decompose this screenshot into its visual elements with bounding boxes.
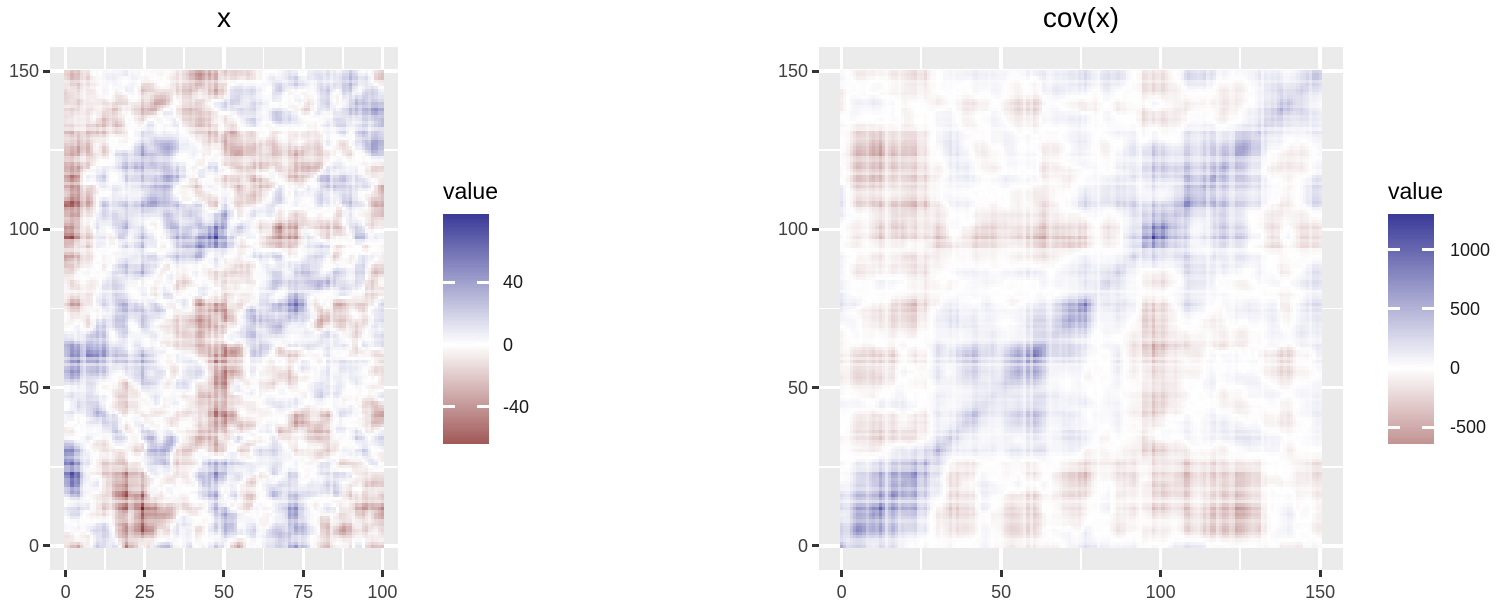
x-axis-tick-label: 50	[991, 582, 1012, 602]
heatmap-raster	[840, 69, 1322, 548]
legend-bar-tick	[1422, 248, 1434, 252]
x-axis-tick	[1318, 570, 1322, 577]
y-axis-tick-label: 0	[797, 535, 808, 556]
heatmap-raster	[64, 69, 384, 548]
x-axis-tick	[840, 570, 844, 577]
x-axis-tick	[999, 570, 1003, 577]
legend-gradient-bar	[1388, 214, 1434, 444]
legend-bar-tick	[1422, 425, 1434, 429]
legend-title: value	[443, 178, 498, 204]
legend-bar-tick	[1422, 366, 1434, 370]
y-axis-tick	[812, 227, 819, 231]
y-axis-tick-label: 150	[8, 61, 39, 82]
legend-bar-tick	[1388, 366, 1400, 370]
legend-bar-tick	[1388, 425, 1400, 429]
x-axis-tick-label: 25	[134, 582, 155, 602]
x-axis-tick-label: 150	[1305, 582, 1336, 602]
x-axis-tick-label: 0	[60, 582, 71, 602]
y-axis-tick-label: 50	[18, 377, 39, 398]
x-axis-tick	[1159, 570, 1163, 577]
legend-bar-tick	[443, 405, 455, 409]
y-axis-tick	[812, 544, 819, 548]
legend-bar-tick	[1388, 307, 1400, 311]
legend-tick-label: 0	[503, 334, 514, 355]
x-axis-tick-label: 100	[1145, 582, 1176, 602]
legend-bar-tick	[477, 405, 489, 409]
x-axis-tick	[222, 570, 226, 577]
legend-tick-label: 0	[1450, 358, 1461, 378]
legend-bar-tick	[1388, 248, 1400, 252]
x-axis-tick	[143, 570, 147, 577]
y-axis-tick	[43, 544, 50, 548]
legend-bar-tick	[443, 280, 455, 284]
y-axis-tick-label: 0	[28, 535, 39, 556]
legend-bar-tick	[1422, 307, 1434, 311]
legend-tick-label: 40	[503, 272, 524, 293]
legend-tick-label: -500	[1450, 417, 1487, 438]
legend-title: value	[1388, 178, 1443, 204]
x-axis-tick	[380, 570, 384, 577]
y-axis-tick-label: 150	[777, 61, 808, 82]
x-axis-tick-label: 100	[367, 582, 398, 602]
x-axis-tick-label: 50	[213, 582, 234, 602]
y-axis-tick	[43, 227, 50, 231]
plot-title: x	[217, 2, 231, 33]
legend-bar-tick	[443, 343, 455, 347]
y-axis-tick	[43, 386, 50, 390]
plot-title: cov(x)	[1042, 2, 1120, 33]
x-axis-tick-label: 0	[836, 582, 847, 602]
x-axis-tick-label: 75	[293, 582, 314, 602]
legend-tick-label: 1000	[1450, 239, 1491, 260]
legend-bar-tick	[477, 343, 489, 347]
x-axis-tick	[64, 570, 68, 577]
y-axis-tick	[812, 386, 819, 390]
y-axis-tick-label: 100	[8, 219, 39, 240]
legend-tick-label: 500	[1450, 298, 1481, 319]
y-axis-tick	[43, 69, 50, 73]
plot-panel	[50, 47, 398, 570]
y-axis-tick-label: 50	[787, 377, 808, 398]
legend-bar-tick	[477, 280, 489, 284]
y-axis-tick-label: 100	[777, 219, 808, 240]
legend-tick-label: -40	[503, 396, 530, 417]
x-axis-tick	[301, 570, 305, 577]
y-axis-tick	[812, 69, 819, 73]
plot-panel	[819, 47, 1343, 570]
